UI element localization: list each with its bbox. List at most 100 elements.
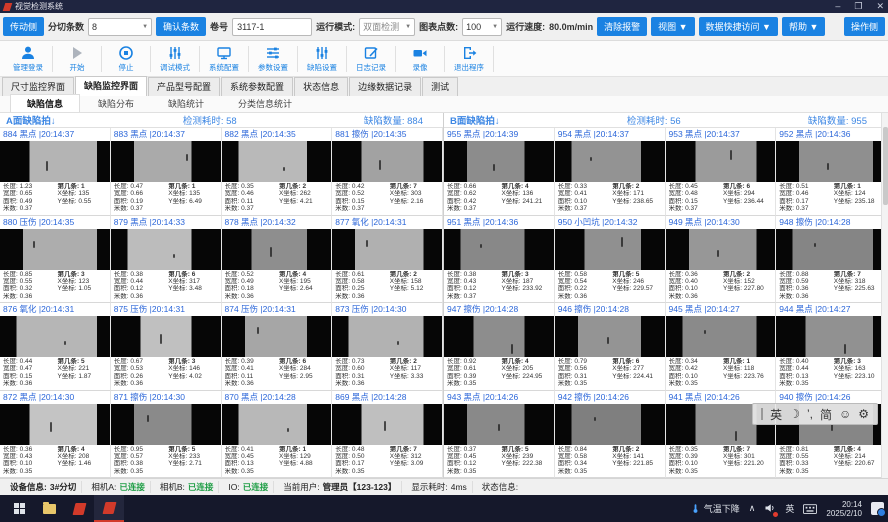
tab-status-info[interactable]: 状态信息 [294, 77, 349, 96]
defect-cell[interactable]: 877 氧化 |20:14:31 长度: 0.61 宽度: 0.58 面积: 0… [332, 215, 443, 303]
confirm-count-button[interactable]: 确认条数 [156, 17, 207, 36]
defect-cell[interactable]: 949 黑点 |20:14:30 长度: 0.36 宽度: 0.40 面积: 0… [665, 215, 777, 303]
defect-thumbnail[interactable] [776, 228, 886, 270]
defect-thumbnail[interactable] [221, 228, 332, 270]
defect-cell[interactable]: 879 黑点 |20:14:33 长度: 0.38 宽度: 0.44 面积: 0… [110, 215, 222, 303]
help-menu-button[interactable]: 帮助 ▼ [781, 17, 826, 36]
keyboard-icon[interactable] [803, 503, 818, 514]
defect-cell[interactable]: 874 压伤 |20:14:31 长度: 0.39 宽度: 0.41 面积: 0… [221, 303, 333, 391]
defect-thumbnail[interactable] [444, 228, 554, 270]
defect-cell[interactable]: 950 小凹坑 |20:14:32 长度: 0.58 宽度: 0.54 面积: … [554, 215, 666, 303]
defect-thumbnail[interactable] [554, 228, 665, 270]
defect-thumbnail[interactable] [444, 403, 554, 445]
defect-thumbnail[interactable] [665, 228, 776, 270]
defect-cell[interactable]: 947 擦伤 |20:14:28 长度: 0.92 宽度: 0.61 面积: 0… [444, 303, 555, 391]
ime-settings-icon[interactable]: ⚙ [858, 407, 869, 421]
ime-drag-handle[interactable] [761, 408, 764, 420]
ime-fullhalf-icon[interactable]: ☽ [789, 407, 800, 421]
ime-toolbar[interactable]: 英 ☽ ’, 简 ☺ ⚙ [752, 403, 878, 425]
subtab-defect-distribution[interactable]: 缺陷分布 [98, 99, 135, 109]
defect-cell[interactable]: 881 擦伤 |20:14:35 长度: 0.42 宽度: 0.52 面积: 0… [332, 128, 443, 216]
run-mode-select[interactable]: 双面检测 ▼ [359, 17, 416, 36]
vertical-scrollbar[interactable] [881, 113, 888, 478]
defect-cell[interactable]: 954 黑点 |20:14:37 长度: 0.33 宽度: 0.41 面积: 0… [554, 128, 666, 216]
ime-language-indicator[interactable]: 英 [785, 504, 795, 514]
tab-product-model-config[interactable]: 产品型号配置 [148, 77, 221, 96]
defect-cell[interactable]: 882 黑点 |20:14:35 长度: 0.35 宽度: 0.46 面积: 0… [221, 128, 333, 216]
defect-thumbnail[interactable] [554, 316, 665, 357]
defect-cell[interactable]: 942 擦伤 |20:14:26 长度: 0.84 宽度: 0.58 面积: 0… [554, 390, 666, 478]
subtab-class-statistics[interactable]: 分类信息统计 [238, 99, 293, 109]
tab-size-monitor[interactable]: 尺寸监控界面 [2, 77, 75, 96]
defect-thumbnail[interactable] [221, 141, 332, 182]
defect-thumbnail[interactable] [0, 228, 110, 270]
file-explorer-button[interactable] [34, 495, 64, 522]
defect-thumbnail[interactable] [221, 403, 332, 445]
defect-thumbnail[interactable] [110, 403, 221, 445]
defect-cell[interactable]: 955 黑点 |20:14:39 长度: 0.66 宽度: 0.62 面积: 0… [444, 128, 555, 216]
app-taskbar-button-1[interactable] [64, 495, 94, 522]
app-taskbar-button-2[interactable] [94, 495, 124, 522]
ime-punctuation-icon[interactable]: ’, [806, 407, 813, 421]
maximize-button[interactable]: ❐ [854, 1, 863, 11]
defect-settings-button[interactable]: 缺陷设置 [298, 42, 346, 76]
start-button[interactable] [4, 495, 34, 522]
defect-cell[interactable]: 948 擦伤 |20:14:28 长度: 0.88 宽度: 0.59 面积: 0… [776, 215, 887, 303]
defect-thumbnail[interactable] [332, 228, 442, 270]
defect-cell[interactable]: 870 黑点 |20:14:28 长度: 0.41 宽度: 0.45 面积: 0… [221, 390, 333, 478]
defect-thumbnail[interactable] [776, 141, 886, 182]
defect-thumbnail[interactable] [221, 316, 332, 357]
strip-count-select[interactable]: 8 ▼ [88, 17, 153, 36]
defect-thumbnail[interactable] [0, 403, 110, 445]
ime-simplified-mode[interactable]: 简 [819, 407, 832, 422]
defect-cell[interactable]: 876 氧化 |20:14:31 长度: 0.44 宽度: 0.47 面积: 0… [0, 303, 111, 391]
defect-thumbnail[interactable] [776, 316, 886, 357]
defect-cell[interactable]: 945 黑点 |20:14:27 长度: 0.34 宽度: 0.42 面积: 0… [665, 303, 777, 391]
admin-login-button[interactable]: 管理登录 [4, 42, 52, 76]
clear-alarm-button[interactable]: 清除报警 [597, 17, 648, 36]
defect-cell[interactable]: 953 黑点 |20:14:37 长度: 0.45 宽度: 0.48 面积: 0… [665, 128, 777, 216]
record-video-button[interactable]: 录像 [396, 42, 444, 76]
defect-cell[interactable]: 951 黑点 |20:14:36 长度: 0.38 宽度: 0.43 面积: 0… [444, 215, 555, 303]
defect-cell[interactable]: 878 黑点 |20:14:32 长度: 0.52 宽度: 0.49 面积: 0… [221, 215, 333, 303]
subtab-defect-info[interactable]: 缺陷信息 [10, 94, 81, 112]
parameter-settings-button[interactable]: 参数设置 [249, 42, 297, 76]
defect-cell[interactable]: 941 黑点 |20:14:26 长度: 0.35 宽度: 0.39 面积: 0… [665, 390, 777, 478]
ime-emoji-icon[interactable]: ☺ [838, 407, 852, 421]
exit-program-button[interactable]: 退出程序 [445, 42, 493, 76]
view-menu-button[interactable]: 视图 ▼ [651, 17, 695, 36]
defect-thumbnail[interactable] [110, 316, 221, 357]
minimize-button[interactable]: – [835, 1, 841, 11]
defect-thumbnail[interactable] [444, 141, 554, 182]
defect-thumbnail[interactable] [554, 403, 665, 445]
debug-mode-button[interactable]: 调试模式 [151, 42, 199, 76]
defect-thumbnail[interactable] [332, 403, 442, 445]
roll-number-input[interactable]: 3117-1 [232, 17, 313, 36]
defect-cell[interactable]: 946 擦伤 |20:14:28 长度: 0.79 宽度: 0.56 面积: 0… [554, 303, 666, 391]
defect-cell[interactable]: 875 压伤 |20:14:31 长度: 0.67 宽度: 0.53 面积: 0… [110, 303, 222, 391]
defect-thumbnail[interactable] [444, 316, 554, 357]
defect-cell[interactable]: 873 压伤 |20:14:30 长度: 0.73 宽度: 0.60 面积: 0… [332, 303, 443, 391]
start-button[interactable]: 开始 [53, 42, 101, 76]
defect-cell[interactable]: 883 黑点 |20:14:37 长度: 0.47 宽度: 0.66 面积: 0… [110, 128, 222, 216]
scrollbar-thumb[interactable] [883, 127, 888, 205]
transmission-side-button[interactable]: 传动侧 [3, 17, 45, 36]
defect-thumbnail[interactable] [554, 141, 665, 182]
clock[interactable]: 20:14 2025/2/10 [826, 500, 862, 518]
defect-cell[interactable]: 943 黑点 |20:14:26 长度: 0.37 宽度: 0.45 面积: 0… [444, 390, 555, 478]
tab-defect-monitor[interactable]: 缺陷监控界面 [75, 76, 148, 96]
tab-test[interactable]: 测试 [422, 77, 459, 96]
defect-thumbnail[interactable] [110, 228, 221, 270]
data-quick-access-menu-button[interactable]: 数据快捷访问 ▼ [698, 17, 778, 36]
subtab-defect-statistics[interactable]: 缺陷统计 [168, 99, 205, 109]
defect-thumbnail[interactable] [665, 141, 776, 182]
defect-cell[interactable]: 872 黑点 |20:14:30 长度: 0.36 宽度: 0.43 面积: 0… [0, 390, 111, 478]
log-record-button[interactable]: 日志记录 [347, 42, 395, 76]
notification-center-icon[interactable] [871, 502, 886, 517]
volume-button[interactable] [764, 502, 779, 517]
defect-thumbnail[interactable] [0, 316, 110, 357]
system-config-button[interactable]: 系统配置 [200, 42, 248, 76]
defect-cell[interactable]: 871 擦伤 |20:14:30 长度: 0.95 宽度: 0.57 面积: 0… [110, 390, 222, 478]
defect-cell[interactable]: 869 黑点 |20:14:28 长度: 0.48 宽度: 0.50 面积: 0… [332, 390, 443, 478]
ime-english-mode[interactable]: 英 [770, 407, 783, 422]
